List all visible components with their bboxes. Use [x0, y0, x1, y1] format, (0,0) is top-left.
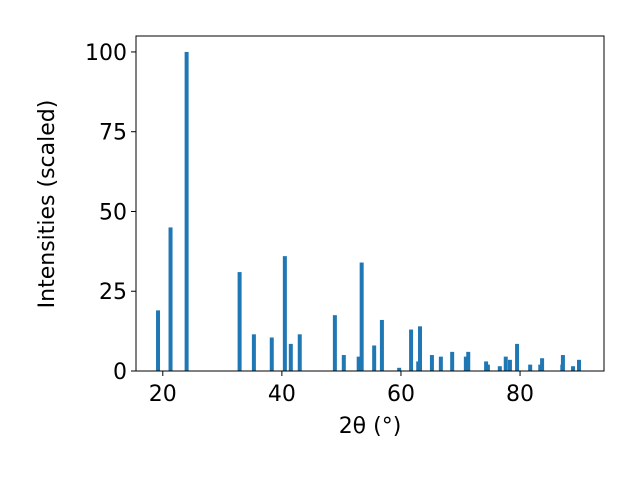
bar	[237, 272, 242, 371]
y-tick-label: 25	[99, 280, 127, 305]
bar	[429, 355, 434, 371]
y-tick-label: 100	[85, 41, 127, 66]
bar	[507, 359, 512, 371]
y-tick-label: 75	[99, 121, 127, 146]
bar	[356, 356, 361, 371]
y-tick-label: 50	[99, 200, 127, 225]
bar	[560, 355, 565, 371]
x-tick-label: 60	[387, 382, 415, 407]
bar	[497, 366, 502, 371]
bar	[341, 355, 346, 371]
bar	[379, 319, 384, 371]
bar	[168, 227, 173, 371]
bar	[571, 366, 576, 371]
axes-frame	[135, 35, 605, 372]
bar	[332, 315, 337, 371]
x-axis-label: 2θ (°)	[339, 414, 402, 439]
y-tick-label: 0	[113, 360, 127, 385]
bar	[297, 334, 302, 371]
bar	[359, 262, 364, 371]
y-axis-label: Intensities (scaled)	[35, 100, 60, 309]
bar	[269, 337, 274, 371]
x-tick-label: 80	[506, 382, 534, 407]
bar	[450, 351, 455, 371]
bar	[466, 351, 471, 371]
bar	[503, 356, 508, 371]
bar	[251, 334, 256, 371]
bar	[288, 343, 293, 371]
bar	[372, 345, 377, 371]
bar	[528, 364, 533, 371]
x-tick-label: 20	[149, 382, 177, 407]
x-tick-label: 40	[268, 382, 296, 407]
bar	[485, 364, 490, 371]
bar	[463, 356, 468, 371]
bar	[438, 356, 443, 371]
bar	[156, 310, 161, 371]
bar	[397, 367, 402, 371]
bar	[282, 256, 287, 371]
bar	[540, 358, 545, 371]
bar	[418, 326, 423, 371]
bar	[409, 329, 414, 371]
bar	[515, 343, 520, 371]
bar	[184, 51, 189, 371]
bar	[576, 359, 581, 371]
